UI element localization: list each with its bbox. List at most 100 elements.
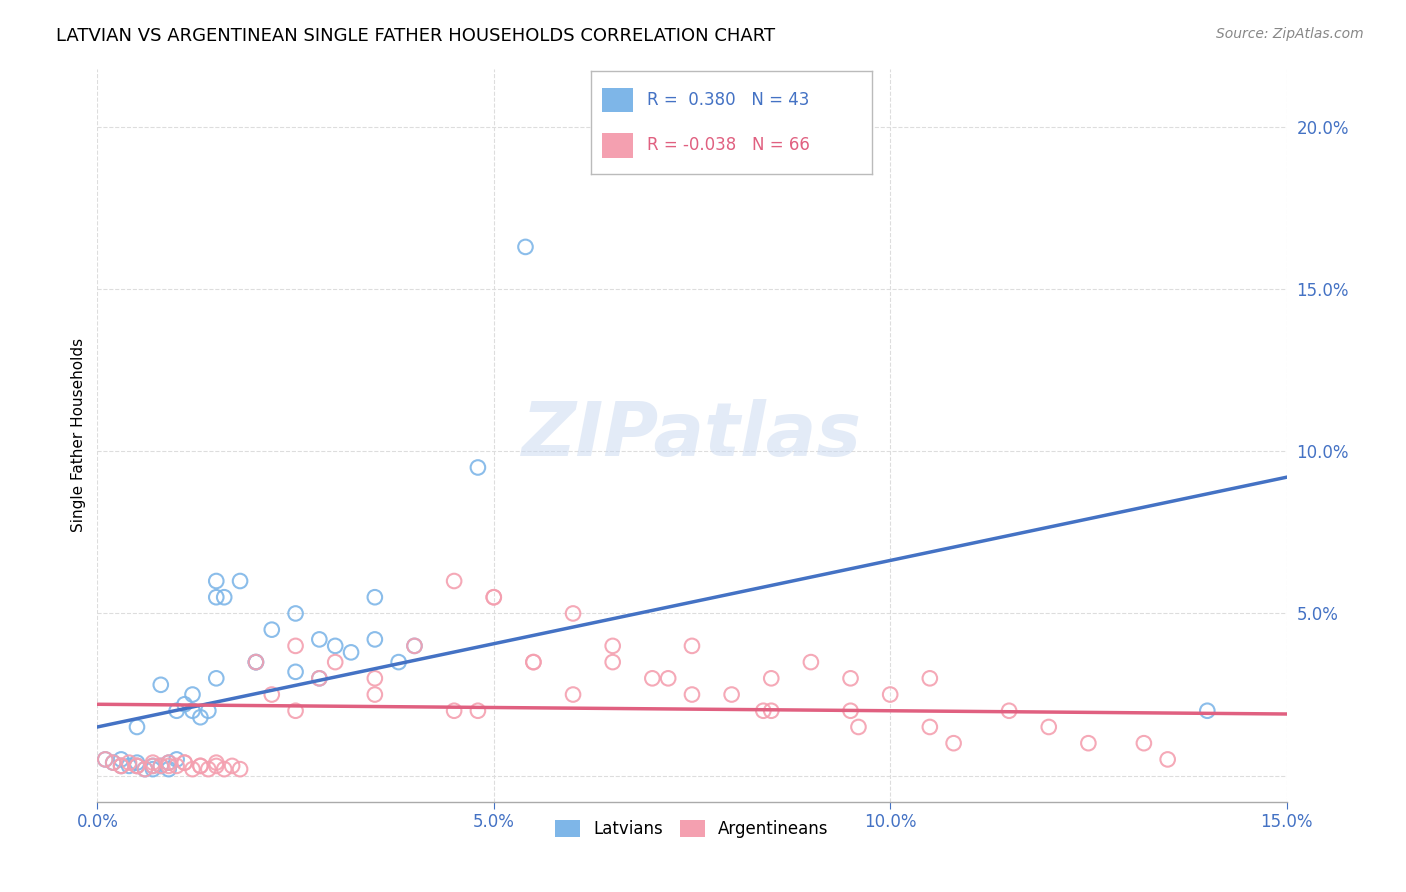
- Point: [205, 574, 228, 588]
- Point: [388, 655, 411, 669]
- Point: [245, 655, 267, 669]
- Point: [142, 762, 165, 776]
- Point: [761, 704, 783, 718]
- Point: [212, 591, 235, 605]
- Point: [110, 752, 132, 766]
- Point: [340, 645, 363, 659]
- Point: [205, 759, 228, 773]
- Point: [94, 752, 117, 766]
- Point: [229, 574, 252, 588]
- Point: [245, 655, 267, 669]
- Point: [1133, 736, 1156, 750]
- Point: [404, 639, 426, 653]
- Text: LATVIAN VS ARGENTINEAN SINGLE FATHER HOUSEHOLDS CORRELATION CHART: LATVIAN VS ARGENTINEAN SINGLE FATHER HOU…: [56, 27, 775, 45]
- Point: [522, 655, 544, 669]
- Point: [515, 240, 537, 254]
- Point: [482, 591, 505, 605]
- Point: [125, 759, 148, 773]
- Point: [134, 762, 156, 776]
- Point: [245, 655, 267, 669]
- Y-axis label: Single Father Households: Single Father Households: [72, 338, 86, 533]
- Point: [190, 759, 212, 773]
- Point: [284, 704, 307, 718]
- Point: [562, 607, 585, 621]
- Point: [482, 591, 505, 605]
- Point: [323, 639, 346, 653]
- Point: [364, 671, 387, 685]
- Point: [173, 756, 195, 770]
- Point: [142, 759, 165, 773]
- Point: [752, 704, 775, 718]
- Point: [149, 678, 172, 692]
- Point: [173, 698, 195, 712]
- Point: [998, 704, 1021, 718]
- Point: [720, 688, 742, 702]
- Point: [149, 759, 172, 773]
- Point: [364, 591, 387, 605]
- Point: [657, 671, 679, 685]
- Point: [681, 688, 703, 702]
- Bar: [602, 87, 633, 112]
- Point: [1156, 752, 1178, 766]
- Point: [103, 756, 125, 770]
- Point: [848, 720, 870, 734]
- Point: [918, 671, 941, 685]
- Point: [181, 688, 204, 702]
- Point: [443, 704, 465, 718]
- Point: [125, 756, 148, 770]
- Point: [157, 756, 180, 770]
- Point: [181, 704, 204, 718]
- Point: [284, 665, 307, 679]
- Point: [260, 688, 283, 702]
- Point: [166, 759, 188, 773]
- Point: [110, 759, 132, 773]
- Point: [918, 720, 941, 734]
- Bar: [602, 133, 633, 158]
- Point: [157, 762, 180, 776]
- Point: [125, 720, 148, 734]
- Point: [308, 671, 330, 685]
- Point: [942, 736, 965, 750]
- Point: [118, 756, 141, 770]
- Point: [284, 639, 307, 653]
- Point: [205, 671, 228, 685]
- Point: [103, 756, 125, 770]
- Point: [602, 639, 624, 653]
- Point: [125, 759, 148, 773]
- Point: [190, 759, 212, 773]
- Point: [1197, 704, 1219, 718]
- Point: [205, 756, 228, 770]
- Legend: Latvians, Argentineans: Latvians, Argentineans: [548, 813, 835, 845]
- Point: [229, 762, 252, 776]
- Point: [284, 607, 307, 621]
- Text: R = -0.038   N = 66: R = -0.038 N = 66: [647, 136, 810, 154]
- Point: [110, 759, 132, 773]
- Point: [602, 655, 624, 669]
- Text: Source: ZipAtlas.com: Source: ZipAtlas.com: [1216, 27, 1364, 41]
- Point: [173, 756, 195, 770]
- Point: [761, 671, 783, 685]
- Point: [157, 759, 180, 773]
- Point: [181, 762, 204, 776]
- Point: [467, 460, 489, 475]
- Point: [404, 639, 426, 653]
- Point: [197, 762, 219, 776]
- Point: [681, 639, 703, 653]
- Point: [142, 759, 165, 773]
- Point: [1038, 720, 1060, 734]
- Point: [879, 688, 901, 702]
- Point: [443, 574, 465, 588]
- Point: [562, 688, 585, 702]
- Text: ZIPatlas: ZIPatlas: [522, 399, 862, 472]
- Point: [118, 759, 141, 773]
- Point: [364, 632, 387, 647]
- Point: [166, 704, 188, 718]
- Point: [364, 688, 387, 702]
- Text: R =  0.380   N = 43: R = 0.380 N = 43: [647, 91, 808, 109]
- Point: [190, 710, 212, 724]
- Point: [212, 762, 235, 776]
- Point: [125, 759, 148, 773]
- Point: [323, 655, 346, 669]
- Point: [221, 759, 243, 773]
- Point: [134, 762, 156, 776]
